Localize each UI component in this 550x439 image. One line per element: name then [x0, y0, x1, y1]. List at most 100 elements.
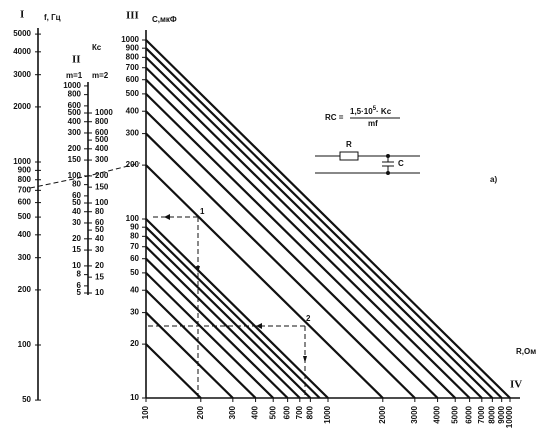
scale-ii-left-header: m=1 [66, 71, 83, 80]
rc-line [145, 110, 439, 399]
scale-i-tick-label: 4000 [13, 47, 31, 56]
scale-i-tick-label: 2000 [13, 102, 31, 111]
example-2-label: 2 [306, 314, 311, 323]
scale-iv-tick-label: 3000 [410, 405, 419, 423]
scale-ii-left-label: 60 [72, 191, 81, 200]
scale-iii-tick-label: 300 [126, 129, 140, 138]
rc-line [145, 164, 384, 399]
scale-iv-tick-label: 200 [196, 405, 205, 419]
scale-ii-right-label: 400 [95, 144, 109, 153]
formula-lhs: RC = [325, 113, 344, 122]
rc-line [145, 218, 329, 399]
formula-denominator: mf [368, 119, 378, 128]
scale-ii-left-label: 50 [72, 198, 81, 207]
scale-i-tick-label: 1000 [13, 157, 31, 166]
scale-ii-left-label: 15 [72, 245, 81, 254]
scale-i-tick-label: 5000 [13, 29, 31, 38]
scale-ii-left-label: 200 [68, 144, 82, 153]
rc-line [145, 132, 416, 399]
rc-line [145, 289, 257, 399]
scale-iv-tick-label: 10000 [505, 405, 514, 428]
rc-line [145, 66, 483, 399]
scale-ii-left-label: 600 [68, 101, 82, 110]
scale-ii-right-label: 1000 [95, 108, 113, 117]
rc-line [145, 235, 312, 399]
scale-iii-tick-label: 60 [130, 254, 139, 263]
scale-iii-label: C,мкФ [152, 15, 177, 24]
scale-ii-left-label: 150 [68, 155, 82, 164]
scale-ii-left-label: 5 [77, 288, 82, 297]
rc-line [145, 272, 274, 399]
scale-iii-tick-label: 50 [130, 268, 139, 277]
formula: RC = 1,5·105· Kc mf [325, 106, 400, 128]
example-1-label: 1 [200, 207, 205, 216]
scale-iii-numeral: III [126, 10, 139, 22]
scale-iv-tick-label: 600 [283, 405, 292, 419]
scale-ii-left-label: 1000 [63, 81, 81, 90]
scale-iv-tick-label: 5000 [450, 405, 459, 423]
scale-iii-tick-label: 80 [130, 231, 139, 240]
scale-ii-left-label: 10 [72, 261, 81, 270]
scale-i-tick-label: 600 [18, 198, 32, 207]
scale-i-tick-label: 800 [18, 175, 32, 184]
scale-iii-tick-label: 800 [126, 52, 140, 61]
scale-i-tick-label: 200 [18, 285, 32, 294]
scale-iii-tick-label: 10 [130, 393, 139, 402]
scale-ii-right-label: 60 [95, 218, 104, 227]
scale-iv-tick-label: 400 [251, 405, 260, 419]
scale-i-tick-label: 700 [18, 185, 32, 194]
scale-iii-tick-label: 700 [126, 63, 140, 72]
scale-i-tick-label: 300 [18, 253, 32, 262]
scale-iv-tick-label: 500 [268, 405, 277, 419]
scale-ii-left-label: 800 [68, 90, 82, 99]
scale-i-label: f, Гц [44, 13, 61, 22]
scale-iv-tick-label: 9000 [497, 405, 506, 423]
scale-iv-tick-label: 1000 [323, 405, 332, 423]
rc-line [145, 343, 202, 399]
scale-iii-tick-label: 400 [126, 106, 140, 115]
scale-ii-right-label: 150 [95, 182, 109, 191]
scale-ii-right-label: 800 [95, 117, 109, 126]
scale-ii-right-label: 50 [95, 225, 104, 234]
scale-i-tick-label: 3000 [13, 70, 31, 79]
scale-i-tick-label: 500 [18, 212, 32, 221]
scale-ii-left-label: 300 [68, 128, 82, 137]
scale-ii-right-label: 300 [95, 155, 109, 164]
rc-line [145, 93, 456, 399]
scale-iv-tick-label: 2000 [378, 405, 387, 423]
scale-ii-right-label: 30 [95, 245, 104, 254]
scale-iv-tick-label: 7000 [477, 405, 486, 423]
scale-ii-right-header: m=2 [92, 71, 109, 80]
scale-ii-left-label: 30 [72, 218, 81, 227]
scale-ii-right-label: 80 [95, 207, 104, 216]
scale-ii-right-label: 500 [95, 135, 109, 144]
rc-line [145, 257, 289, 399]
scale-iii-tick-label: 20 [130, 339, 139, 348]
scale-ii-left-label: 20 [72, 234, 81, 243]
figure-label: а) [490, 175, 497, 184]
scale-i-tick-label: 400 [18, 230, 32, 239]
scale-iii-tick-label: 70 [130, 242, 139, 251]
rc-line [145, 311, 234, 399]
scale-iv-tick-label: 300 [228, 405, 237, 419]
scale-iii-tick-label: 600 [126, 75, 140, 84]
scale-iii-tick-label: 900 [126, 43, 140, 52]
rc-line [145, 47, 503, 399]
scale-ii-right-label: 600 [95, 128, 109, 137]
scale-ii-right-label: 20 [95, 261, 104, 270]
scale-ii-numeral: II [72, 54, 81, 66]
scale-iv-tick-label: 6000 [465, 405, 474, 423]
scale-ii-right-label: 10 [95, 288, 104, 297]
scale-i-tick-label: 50 [22, 395, 31, 404]
scale-iv-tick-label: 700 [295, 405, 304, 419]
scale-i-tick-label: 100 [18, 340, 32, 349]
scale-iv-tick-label: 800 [305, 405, 314, 419]
scale-ii-left-label: 500 [68, 108, 82, 117]
scale-iv-tick-label: 8000 [487, 405, 496, 423]
scale-ii-right-label: 100 [95, 198, 109, 207]
scale-ii-left-label: 100 [68, 171, 82, 180]
formula-numerator: 1,5·105· Kc [350, 106, 392, 117]
scale-i-numeral: I [20, 9, 24, 21]
scale-iii-tick-label: 200 [126, 160, 140, 169]
